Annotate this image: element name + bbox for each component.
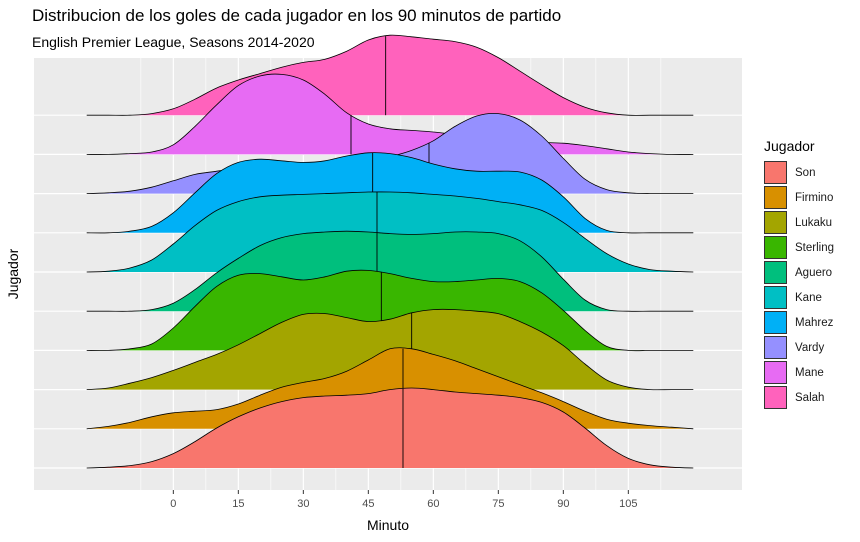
legend-item-mahrez: Mahrez	[764, 310, 834, 335]
legend-item-lukaku: Lukaku	[764, 210, 834, 235]
legend-item-aguero: Aguero	[764, 260, 834, 285]
ridge-sterling	[86, 269, 694, 352]
x-tick-label: 45	[362, 498, 374, 510]
ridge-outline	[86, 230, 694, 312]
legend-item-firmino: Firmino	[764, 185, 834, 210]
legend-item-mane: Mane	[764, 360, 834, 385]
x-tick-label: 60	[427, 498, 439, 510]
legend: Jugador Son Firmino Lukaku Sterling Aguero Ka…	[764, 138, 834, 410]
x-tick-label: 30	[297, 498, 309, 510]
ridge-outline	[86, 34, 694, 116]
legend-key	[764, 236, 787, 259]
legend-item-sterling: Sterling	[764, 235, 834, 260]
legend-label: Sterling	[795, 241, 834, 254]
ridge-outline	[86, 347, 694, 430]
legend-label: Lukaku	[795, 216, 833, 229]
legend-label: Firmino	[795, 191, 834, 204]
legend-key	[764, 186, 787, 209]
legend-label: Salah	[795, 391, 825, 404]
chart-subtitle: English Premier League, Seasons 2014-202…	[32, 34, 315, 50]
x-tick-label: 15	[232, 498, 244, 510]
x-axis: 0 15 30 45 60 75 90 105	[170, 490, 638, 510]
chart-title: Distribucion de los goles de cada jugado…	[32, 6, 562, 25]
legend-key	[764, 336, 787, 359]
legend-key	[764, 261, 787, 284]
ridge-fill	[86, 388, 694, 468]
ridge-fill	[86, 191, 694, 272]
legend-key	[764, 361, 787, 384]
ridge-outline	[86, 191, 694, 273]
legend-key	[764, 311, 787, 334]
legend-key	[764, 386, 787, 409]
ridge-son	[86, 387, 694, 469]
legend-item-son: Son	[764, 160, 834, 185]
legend-key	[764, 211, 787, 234]
ridge-mane	[86, 73, 694, 155]
ridge-outline	[86, 387, 694, 469]
x-tick-label: 105	[619, 498, 637, 510]
legend-label: Kane	[795, 291, 822, 304]
legend-key	[764, 161, 787, 184]
ridge-kane	[86, 191, 694, 273]
x-tick-label: 0	[170, 498, 176, 510]
x-tick-label: 75	[492, 498, 504, 510]
legend-label: Mahrez	[795, 316, 834, 329]
legend-label: Son	[795, 166, 816, 179]
y-axis-label: Jugador	[5, 248, 21, 299]
x-tick-label: 90	[557, 498, 569, 510]
ridge-outline	[86, 73, 694, 155]
legend-item-vardy: Vardy	[764, 335, 834, 360]
legend-items: Son Firmino Lukaku Sterling Aguero Kane Mahrez…	[764, 160, 834, 410]
ridges	[86, 34, 694, 469]
legend-label: Aguero	[795, 266, 833, 279]
legend-item-kane: Kane	[764, 285, 834, 310]
ridge-fill	[86, 270, 694, 351]
ridge-outline	[86, 308, 694, 391]
ridge-outline	[86, 152, 694, 234]
ridge-outline	[86, 269, 694, 352]
legend-label: Vardy	[795, 341, 825, 354]
legend-title: Jugador	[764, 138, 815, 154]
legend-label: Mane	[795, 366, 824, 379]
x-axis-label: Minuto	[367, 517, 409, 533]
legend-item-salah: Salah	[764, 385, 834, 410]
legend-key	[764, 286, 787, 309]
ridge-fill	[86, 74, 694, 155]
